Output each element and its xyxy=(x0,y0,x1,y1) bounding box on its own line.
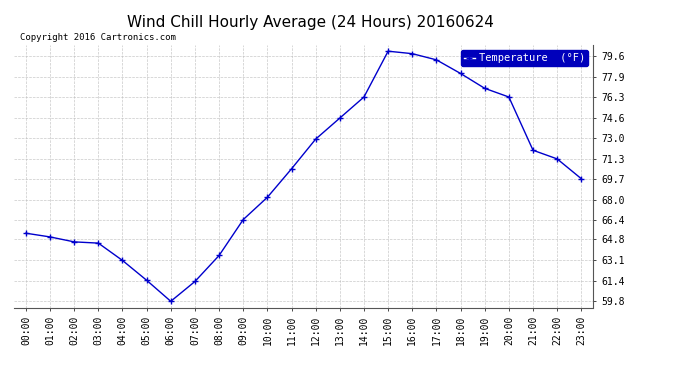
Temperature  (°F) xyxy=(505,95,513,99)
Line: Temperature  (°F): Temperature (°F) xyxy=(22,48,585,305)
Legend: Temperature  (°F): Temperature (°F) xyxy=(461,50,588,66)
Text: Copyright 2016 Cartronics.com: Copyright 2016 Cartronics.com xyxy=(19,33,175,42)
Temperature  (°F) xyxy=(264,195,272,200)
Temperature  (°F) xyxy=(311,137,319,141)
Temperature  (°F) xyxy=(215,253,224,258)
Temperature  (°F) xyxy=(335,116,344,120)
Temperature  (°F) xyxy=(553,157,562,161)
Text: Wind Chill Hourly Average (24 Hours) 20160624: Wind Chill Hourly Average (24 Hours) 201… xyxy=(127,15,494,30)
Temperature  (°F) xyxy=(119,258,127,263)
Temperature  (°F) xyxy=(94,241,102,245)
Temperature  (°F) xyxy=(190,279,199,284)
Temperature  (°F) xyxy=(70,240,79,244)
Temperature  (°F) xyxy=(22,231,30,236)
Temperature  (°F) xyxy=(384,49,392,54)
Temperature  (°F) xyxy=(166,299,175,303)
Temperature  (°F) xyxy=(287,166,295,171)
Temperature  (°F) xyxy=(432,58,440,62)
Temperature  (°F) xyxy=(360,95,368,99)
Temperature  (°F) xyxy=(408,51,416,56)
Temperature  (°F) xyxy=(457,71,465,76)
Temperature  (°F) xyxy=(46,235,54,239)
Temperature  (°F) xyxy=(239,217,247,222)
Temperature  (°F) xyxy=(480,86,489,91)
Temperature  (°F) xyxy=(577,177,585,181)
Temperature  (°F) xyxy=(142,278,150,282)
Temperature  (°F) xyxy=(529,148,537,153)
